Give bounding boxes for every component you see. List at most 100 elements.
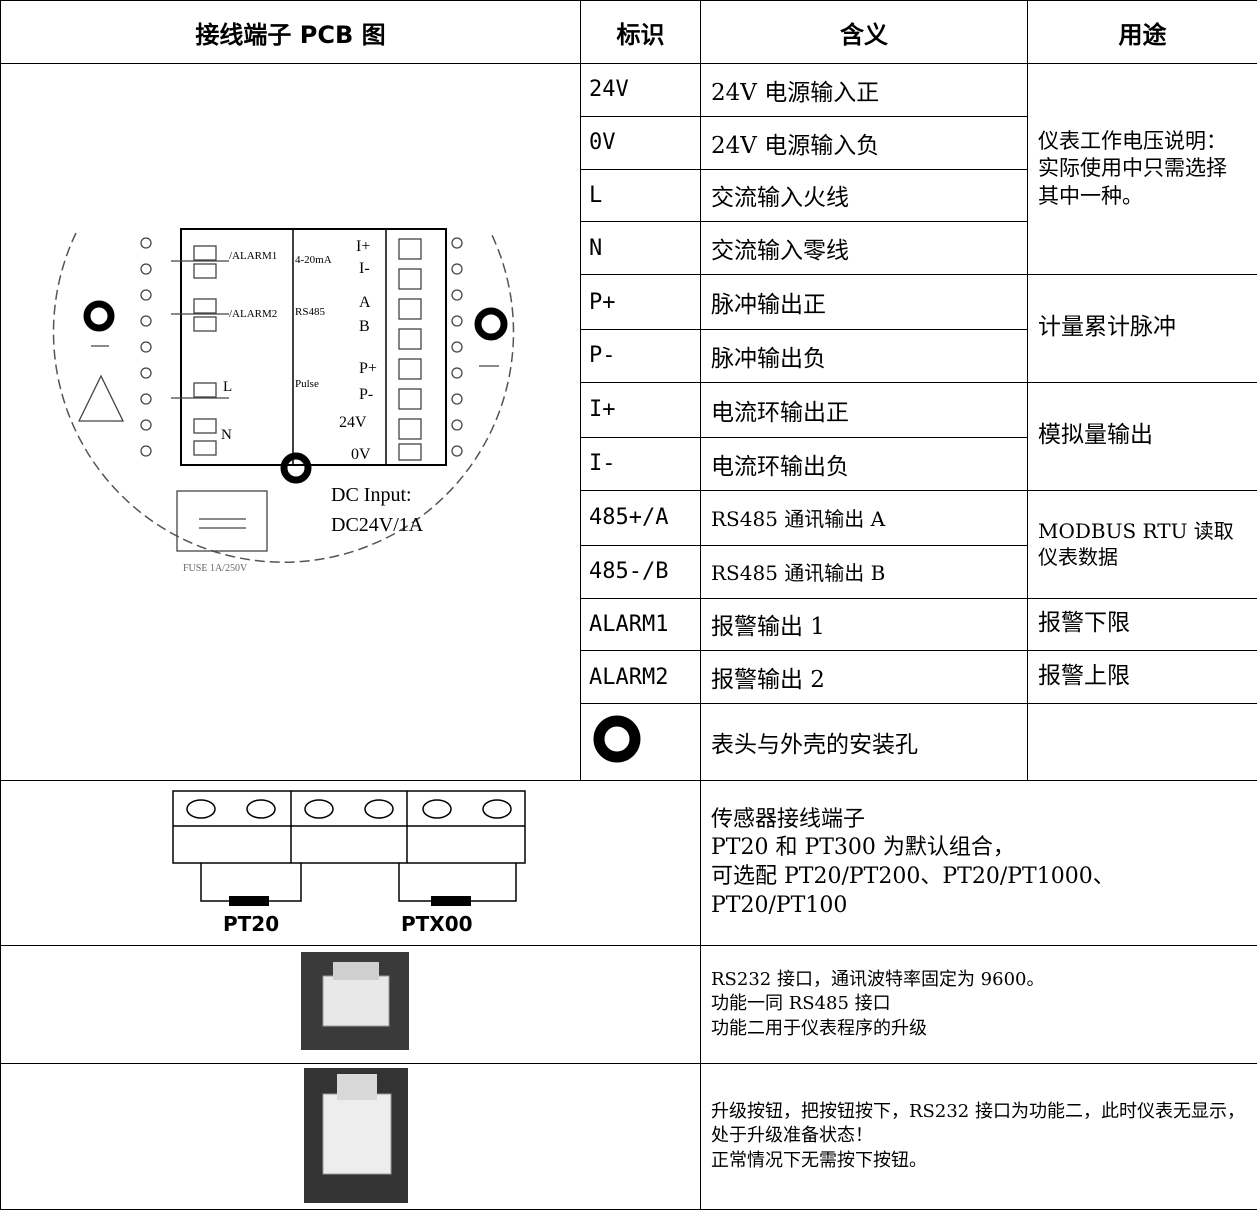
meaning-cell: RS485 通讯输出 A [701,490,1028,545]
drawing-rect [399,359,421,379]
pcb-label: 0V [351,446,371,463]
drawing-rect [194,246,216,260]
meaning-cell: 24V 电源输入正 [701,64,1028,117]
pcb-label: RS485 [295,306,325,318]
header-cell: 标识 [581,1,701,64]
drawing-circle [87,304,111,328]
pcb-label: A [359,294,371,311]
label-cell: N [581,222,701,275]
drawing-rect [323,1094,391,1174]
pcb-label: L [223,379,232,395]
drawing-circle [452,290,462,300]
drawing-circle [141,264,151,274]
drawing-ellipse [365,800,393,818]
drawing-circle [452,342,462,352]
drawing-rect [194,419,216,433]
drawing-rect [194,383,216,397]
drawing-rect [399,389,421,409]
description-line: PT20 和 PT300 为默认组合， [711,834,1247,863]
drawing-rect [399,419,421,439]
drawing-rect [323,976,389,1026]
drawing-circle [452,238,462,248]
pcb-cell: /ALARM1 /ALARM2 4-20mA I+ I- RS485 A B P… [1,64,581,781]
meaning-cell: 交流输入零线 [701,222,1028,275]
drawing-circle [141,342,151,352]
drawing-rect [399,444,421,460]
drawing-rect [194,299,216,313]
drawing-circle [141,368,151,378]
drawing-circle [452,264,462,274]
rs232-picture-cell [1,946,701,1064]
drawing-ellipse [247,800,275,818]
drawing-ellipse [483,800,511,818]
drawing-circle [141,446,151,456]
drawing-circle [141,394,151,404]
description-line: 传感器接线端子 [711,806,1247,835]
meaning-cell: 电流环输出正 [701,382,1028,437]
description-line: 正常情况下无需按下按钮。 [711,1149,1247,1173]
drawing-ellipse [423,800,451,818]
description-cell: 升级按钮，把按钮按下，RS232 接口为功能二，此时仪表无显示，处于升级准备状态… [701,1064,1257,1210]
meaning-cell: 报警输出 2 [701,651,1028,704]
description-cell: 传感器接线端子 PT20 和 PT300 为默认组合， 可选配 PT20/PT2… [701,781,1257,946]
meaning-cell: 脉冲输出正 [701,275,1028,330]
drawing-circle [452,368,462,378]
pcb-label: I- [359,260,370,277]
label-cell: I- [581,437,701,490]
pcb-diagram: /ALARM1 /ALARM2 4-20mA I+ I- RS485 A B P… [1,64,578,774]
drawing-rect [399,299,421,319]
drawing-circle [599,721,635,757]
drawing-circle [452,394,462,404]
label-cell: 0V [581,116,701,169]
description-line: 功能二用于仪表程序的升级 [711,1017,1247,1041]
pcb-label: /ALARM2 [229,308,277,320]
label-cell: I+ [581,382,701,437]
label-cell: ALARM2 [581,651,701,704]
row: RS232 接口，通讯波特率固定为 9600。 功能一同 RS485 接口 功能… [1,946,1257,1064]
row: /ALARM1 /ALARM2 4-20mA I+ I- RS485 A B P… [1,64,1257,117]
drawing-rect [229,896,269,906]
row: PT20 PTX00 传感器接线端子 PT20 和 PT300 为默认组合， 可… [1,781,1257,946]
drawing-circle [452,316,462,326]
button-picture-cell [1,1064,701,1210]
pcb-label: P+ [359,360,377,377]
description-line: 可选配 PT20/PT200、PT20/PT1000、PT20/PT100 [711,863,1247,920]
pcb-label: B [359,318,370,335]
usage-cell [1028,704,1257,781]
usage-cell: 计量累计脉冲 [1028,275,1257,383]
drawing-path [399,863,516,901]
drawing-rect [333,962,379,980]
pcb-label: 24V [339,414,367,431]
mount-hole-icon [589,709,649,769]
drawing-rect [337,1074,377,1100]
pcb-label: DC24V/1A [331,514,424,536]
pcb-label: /ALARM1 [229,250,277,262]
label-cell: P+ [581,275,701,330]
drawing-ellipse [305,800,333,818]
drawing-circle [452,420,462,430]
button-photo [1,1064,698,1203]
usage-cell: 仪表工作电压说明：实际使用中只需选择其中一种。 [1028,64,1257,275]
pcb-label: FUSE 1A/250V [183,563,248,574]
drawing-rect [173,791,525,863]
drawing-rect [194,441,216,455]
drawing-rect [399,239,421,259]
pcb-label: N [221,427,232,443]
label-cell: P- [581,330,701,383]
description-line: 升级按钮，把按钮按下，RS232 接口为功能二，此时仪表无显示，处于升级准备状态… [711,1100,1247,1149]
usage-cell: 报警下限 [1028,598,1257,651]
meaning-cell: RS485 通讯输出 B [701,545,1028,598]
sensor-picture-cell: PT20 PTX00 [1,781,701,946]
drawing-path [79,376,123,421]
drawing-circle [141,290,151,300]
header-cell: 含义 [701,1,1028,64]
drawing-rect [431,896,471,906]
sensor-label: PT20 [223,912,279,936]
drawing-rect [399,329,421,349]
drawing-path [54,233,514,562]
drawing-circle [141,316,151,326]
row: 升级按钮，把按钮按下，RS232 接口为功能二，此时仪表无显示，处于升级准备状态… [1,1064,1257,1210]
